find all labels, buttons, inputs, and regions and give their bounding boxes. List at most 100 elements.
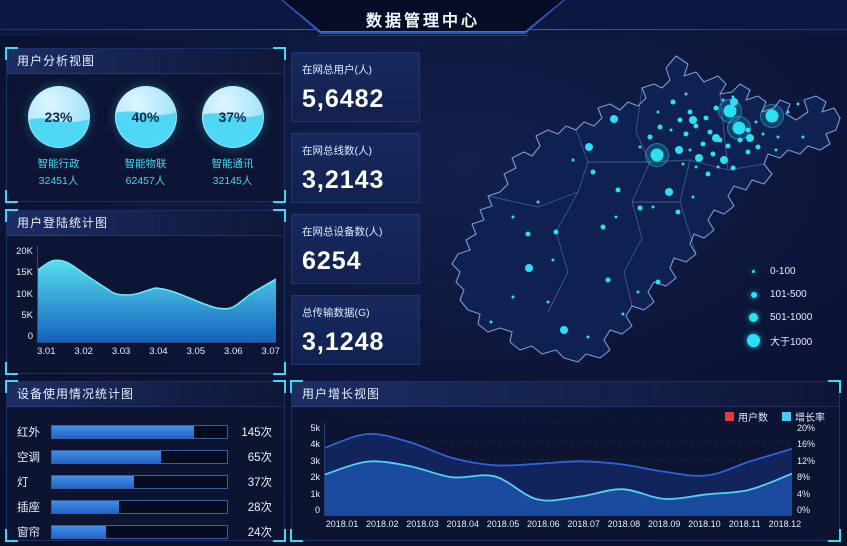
legend-dot-icon — [749, 313, 758, 322]
map-legend-item: 0-100 — [746, 260, 812, 283]
growth-chart-left-axis: 5k 4k 3k 2k 1k 0 — [310, 423, 320, 515]
map-data-point — [730, 98, 738, 106]
stat-card-total-devices: 在网总设备数(人) 6254 — [291, 214, 420, 284]
map-data-point — [651, 205, 655, 209]
inner-border — [649, 159, 765, 171]
bar-value: 24次 — [247, 526, 272, 539]
bar-value: 65次 — [247, 451, 272, 464]
stat-label: 在网总用户(人) — [302, 64, 372, 76]
gauge-count: 32145人 — [212, 175, 253, 187]
legend-label: 0-100 — [770, 266, 796, 277]
gauge-wave — [28, 86, 90, 148]
gauge-wave — [115, 86, 177, 148]
legend-item-growth-rate[interactable]: 增长率 — [782, 409, 825, 424]
stat-value: 6254 — [302, 247, 362, 275]
panel-title-login-stats: 用户登陆统计图 — [7, 211, 284, 236]
map-data-point — [754, 120, 758, 124]
bar-track — [51, 499, 228, 514]
gauge-group: 23% 智能行政 32451人 40% 智能物联 62457人 37% 智能通讯… — [7, 74, 284, 188]
bar-row-curtain: 窗帘 24次 — [17, 519, 272, 544]
login-chart-plot — [37, 246, 276, 343]
legend-swatch-users — [725, 412, 734, 421]
map-data-point — [536, 200, 540, 204]
liquid-gauge-circle: 37% — [201, 86, 264, 148]
map-data-point — [713, 105, 719, 111]
map-data-point — [615, 187, 621, 193]
map-data-point — [720, 156, 728, 164]
legend-dot-icon — [752, 270, 755, 273]
map-data-point — [796, 102, 800, 106]
stat-label: 总传输数据(G) — [302, 307, 370, 319]
growth-chart: 5k 4k 3k 2k 1k 0 20% 16% 12% 8% 4% 0% — [292, 407, 839, 516]
map-data-point — [675, 146, 683, 154]
map-data-point — [700, 141, 706, 147]
map-legend-item: 大于1000 — [746, 329, 812, 352]
liquid-gauge-circle: 23% — [27, 86, 90, 148]
map-data-point — [511, 215, 515, 219]
gauge-iot: 40% 智能物联 62457人 — [107, 86, 185, 188]
map-data-point — [571, 158, 575, 162]
gauge-label: 智能行政 — [37, 158, 80, 170]
legend-label: 大于1000 — [770, 337, 813, 348]
legend-label: 501-1000 — [770, 312, 813, 323]
map-data-point — [665, 188, 673, 196]
map-data-point — [689, 116, 697, 124]
bar-fill — [52, 475, 135, 488]
map-data-point — [755, 144, 761, 150]
gauge-count: 32451人 — [38, 175, 79, 187]
bar-value: 145次 — [241, 426, 272, 439]
map-legend-item: 501-1000 — [746, 306, 812, 329]
legend-item-users[interactable]: 用户数 — [725, 409, 768, 424]
map-data-point — [723, 104, 737, 118]
bar-value: 37次 — [247, 476, 272, 489]
growth-chart-x-axis: 2018.01 2018.02 2018.03 2018.04 2018.05 2018.… — [325, 519, 802, 529]
map-data-point — [683, 131, 689, 137]
map-data-point — [586, 335, 590, 339]
map-data-point — [489, 320, 493, 324]
map-data-point — [600, 224, 606, 230]
map-data-point — [691, 195, 695, 199]
legend-label: 用户数 — [738, 413, 768, 424]
map-data-point — [761, 132, 765, 136]
bar-value: 28次 — [247, 501, 272, 514]
map-data-point — [669, 128, 673, 132]
inner-border — [487, 191, 579, 208]
map-data-point — [637, 205, 643, 211]
map-data-point — [525, 231, 531, 237]
legend-label: 101-500 — [770, 289, 807, 300]
map-data-point — [590, 169, 596, 175]
panel-login-stats: 用户登陆统计图 20K 15K 10K 5K 0 3.01 3.02 3.03 3.04 3.0… — [5, 209, 286, 375]
map-data-point — [693, 123, 699, 129]
panel-title-user-analysis: 用户分析视图 — [7, 49, 284, 74]
map-data-point — [636, 290, 640, 294]
map-data-point — [707, 129, 713, 135]
gauge-wave — [202, 86, 264, 148]
gauge-admin: 23% 智能行政 32451人 — [20, 86, 98, 188]
map-data-point — [681, 162, 685, 166]
map-data-point — [525, 264, 533, 272]
gauge-percent: 40% — [131, 109, 160, 125]
gauge-label: 智能物联 — [124, 158, 167, 170]
map-data-point — [737, 137, 743, 143]
map-data-point — [677, 117, 683, 123]
inner-border — [547, 129, 589, 313]
stat-value: 5,6482 — [302, 85, 385, 113]
map-data-point — [786, 110, 790, 114]
map-data-point — [605, 277, 611, 283]
growth-chart-legend: 用户数 增长率 — [725, 409, 825, 424]
panel-user-growth: 用户增长视图 用户数 增长率 5k 4k 3k 2k 1k 0 20% 16% 12% 8% 4%… — [290, 380, 841, 542]
map-data-point — [694, 165, 698, 169]
bar-label: 窗帘 — [17, 526, 40, 539]
bar-label: 灯 — [17, 476, 29, 489]
gauge-comms: 37% 智能通讯 32145人 — [194, 86, 272, 188]
map-data-point — [650, 148, 664, 162]
map-data-point — [553, 229, 559, 235]
bar-fill — [52, 500, 119, 513]
stat-value: 3,2143 — [302, 166, 385, 194]
map-data-point — [655, 279, 661, 285]
panel-device-usage: 设备使用情况统计图 红外 145次 空调 65次 灯 37次 插座 28次 窗帘… — [5, 380, 286, 544]
legend-dot-icon — [747, 334, 760, 347]
map-data-point — [695, 154, 703, 162]
map-data-point — [725, 143, 731, 149]
bar-label: 空调 — [17, 451, 40, 464]
